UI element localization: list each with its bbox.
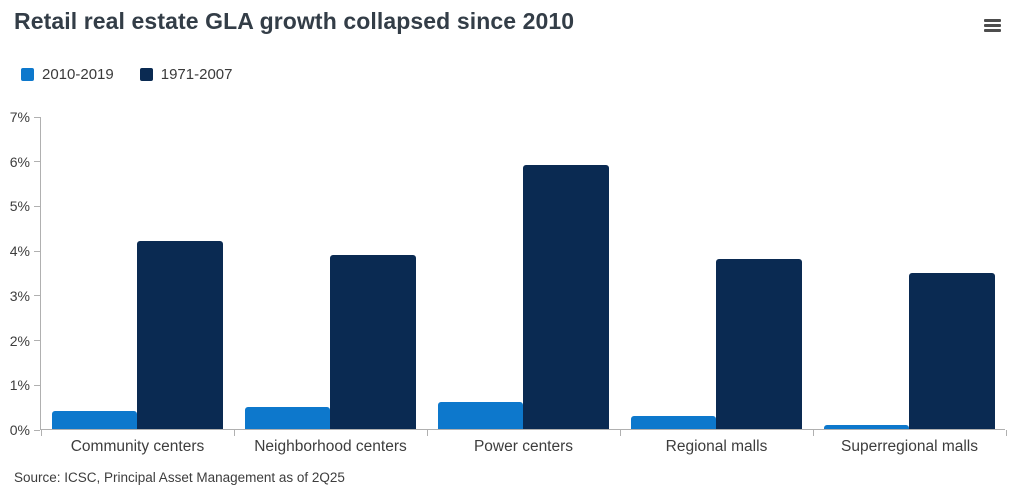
bar-2010-2019-superregional-malls[interactable] — [824, 424, 909, 429]
x-axis-tick — [233, 430, 235, 436]
x-axis-tick — [40, 430, 42, 436]
bar-1971-2007-power-centers[interactable] — [523, 165, 609, 429]
y-axis-tick — [34, 250, 40, 252]
page-title: Retail real estate GLA growth collapsed … — [14, 8, 575, 34]
hamburger-bar — [984, 19, 1001, 22]
bar-2010-2019-power-centers[interactable] — [438, 402, 523, 429]
x-axis-tick — [619, 430, 621, 436]
legend-label: 2010-2019 — [42, 66, 114, 83]
y-axis-label: 4% — [9, 243, 30, 260]
hamburger-bar — [984, 24, 1001, 27]
bar-2010-2019-regional-malls[interactable] — [631, 415, 716, 429]
legend-swatch-icon — [21, 68, 34, 81]
x-axis-label-regional-malls: Regional malls — [665, 438, 768, 455]
x-axis-tick — [812, 430, 814, 436]
y-axis-tick — [34, 295, 40, 297]
legend-label: 1971-2007 — [160, 66, 233, 83]
y-axis-tick — [34, 205, 40, 207]
y-axis-tick — [34, 384, 40, 386]
y-axis-tick — [34, 116, 40, 118]
bar-1971-2007-regional-malls[interactable] — [716, 259, 802, 429]
bar-1971-2007-superregional-malls[interactable] — [909, 272, 995, 429]
y-axis-label: 5% — [9, 198, 30, 215]
x-axis-tick — [1005, 430, 1007, 436]
legend-swatch-icon — [139, 68, 153, 81]
hamburger-bar — [984, 29, 1001, 32]
x-axis-label-neighborhood-centers: Neighborhood centers — [254, 438, 407, 455]
x-axis-label-power-centers: Power centers — [473, 438, 574, 455]
y-axis-label: 0% — [9, 422, 30, 438]
bar-1971-2007-neighborhood-centers[interactable] — [330, 254, 416, 429]
bar-2010-2019-neighborhood-centers[interactable] — [245, 406, 330, 429]
y-axis-tick — [34, 340, 40, 342]
y-axis-label: 7% — [9, 109, 30, 125]
hamburger-menu-icon[interactable] — [984, 19, 1001, 32]
y-axis-tick — [34, 429, 40, 431]
x-axis-label-community-centers: Community centers — [70, 438, 205, 455]
bar-1971-2007-community-centers[interactable] — [137, 241, 223, 429]
y-axis-tick — [34, 161, 40, 163]
legend-item-2010-2019[interactable]: 2010-2019 — [21, 66, 114, 83]
bar-chart-plot: 0% 1% 2% 3% 4% 5% 6% 7% Community centers Neighbo… — [10, 110, 1007, 455]
x-axis-label-superregional-malls: Superregional malls — [841, 438, 978, 455]
chart-legend: 2010-2019 1971-2007 — [21, 66, 232, 83]
y-axis-label: 6% — [9, 153, 30, 170]
x-axis-tick — [426, 430, 428, 436]
y-axis-label: 1% — [9, 377, 30, 394]
y-axis-label: 3% — [9, 287, 30, 304]
bar-2010-2019-community-centers[interactable] — [52, 411, 137, 429]
y-axis-label: 2% — [9, 332, 30, 349]
source-note: Source: ICSC, Principal Asset Management… — [14, 470, 345, 485]
legend-item-1971-2007[interactable]: 1971-2007 — [139, 66, 233, 83]
